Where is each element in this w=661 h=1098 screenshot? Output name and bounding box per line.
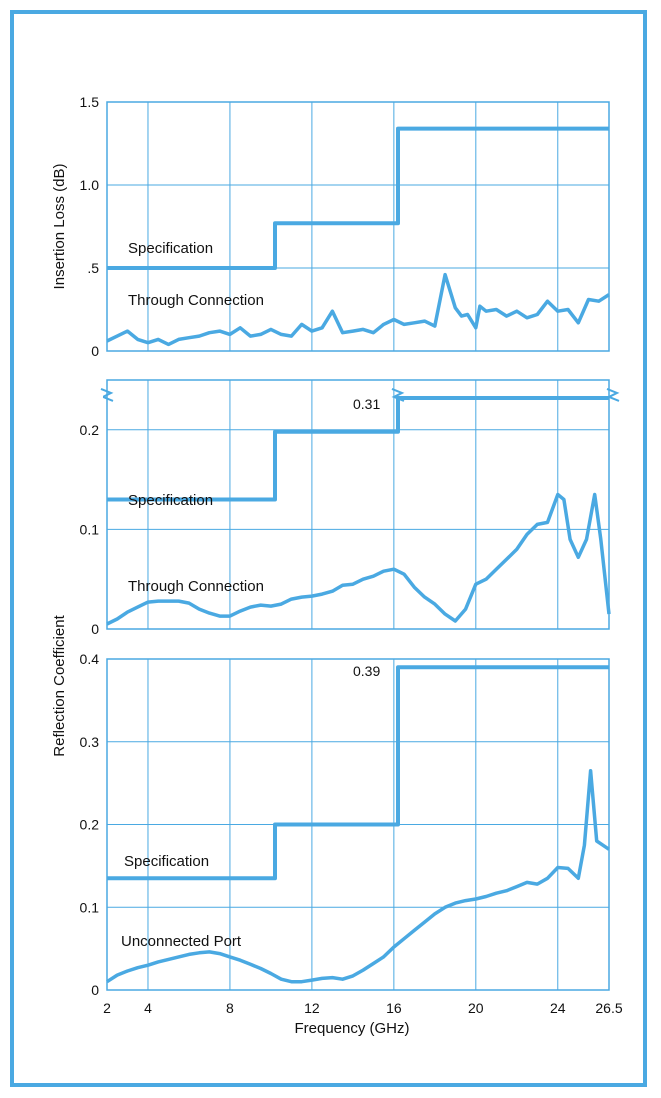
series-unconnected-port	[106, 768, 610, 984]
x-tick-label: 24	[550, 1000, 566, 1016]
panel-1: 0 .5 1.0 1.5 Specification Through Connection…	[51, 94, 610, 359]
y-tick-label: 0.2	[80, 817, 100, 833]
series-through-connection	[106, 272, 610, 347]
y-axis-title: Insertion Loss (dB)	[51, 164, 68, 290]
y-tick-label: 0.4	[80, 651, 100, 667]
y-tick-label: 0	[91, 343, 99, 359]
panel-2: 0 0.1 0.2 Specification Through Connection 0.…	[80, 379, 620, 637]
axis-break-gap	[93, 391, 103, 398]
trace-label: Unconnected Port	[121, 933, 242, 950]
axis-break-left	[100, 388, 114, 402]
y-tick-label: 0	[91, 621, 99, 637]
spec-value-label: 0.39	[353, 663, 380, 679]
series-specification	[107, 665, 609, 881]
y-axis-title-reflection: Reflection Coefficient	[51, 614, 68, 756]
axis-break-right	[606, 388, 620, 402]
panel-3: 0 0.1 0.2 0.3 0.4 Specification Unconnected Po…	[80, 651, 610, 998]
y-tick-label: 1.5	[80, 94, 100, 110]
y-tick-label: 1.0	[80, 177, 100, 193]
x-tick-label: 12	[304, 1000, 320, 1016]
x-tick-label: 2	[103, 1000, 111, 1016]
y-tick-label: 0.1	[80, 899, 100, 915]
x-tick-label: 20	[468, 1000, 484, 1016]
trace-label: Through Connection	[128, 292, 264, 309]
series-specification	[107, 126, 609, 270]
x-tick-label: 26.5	[595, 1000, 622, 1016]
specification-label: Specification	[124, 853, 209, 870]
axis-break-mid	[391, 388, 405, 402]
plot-border	[106, 658, 610, 991]
plot-border	[106, 101, 610, 352]
y-tick-label: 0	[91, 982, 99, 998]
specification-label: Specification	[128, 492, 213, 509]
series-through-connection	[106, 492, 611, 626]
x-tick-label: 16	[386, 1000, 402, 1016]
y-tick-label: 0.3	[80, 734, 100, 750]
series-specification	[107, 396, 609, 502]
x-tick-label: 8	[226, 1000, 234, 1016]
y-tick-label: 0.1	[80, 521, 100, 537]
x-tick-label: 4	[144, 1000, 152, 1016]
x-axis-title: Frequency (GHz)	[294, 1020, 409, 1037]
y-tick-label: 0.2	[80, 422, 100, 438]
spec-value-label: 0.31	[353, 396, 380, 412]
specification-label: Specification	[128, 240, 213, 257]
y-tick-label: .5	[87, 260, 99, 276]
trace-label: Through Connection	[128, 578, 264, 595]
plot-border	[106, 379, 610, 630]
